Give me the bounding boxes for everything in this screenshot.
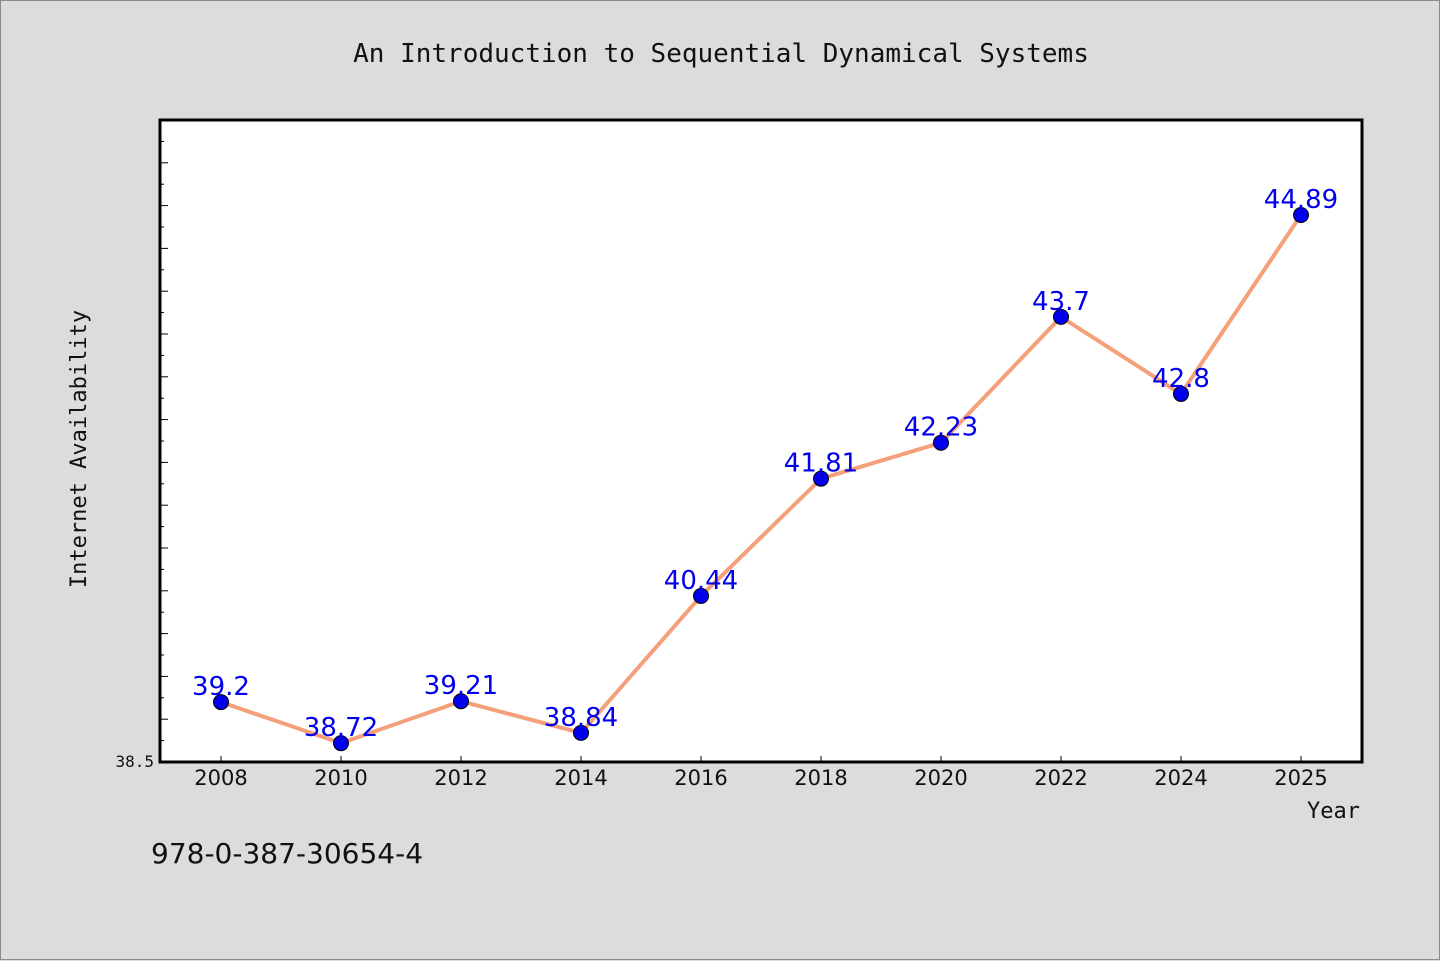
x-tick-label: 2016 <box>674 766 727 790</box>
data-label: 42.8 <box>1152 364 1210 394</box>
data-point <box>693 587 709 604</box>
y-tick-label: 38.5 <box>115 752 154 771</box>
data-label: 39.21 <box>424 671 498 701</box>
x-tick-label: 2020 <box>914 766 967 790</box>
plot-area <box>158 118 1364 764</box>
series-markers <box>213 207 1309 752</box>
x-axis-ticks: 2008 2010 2012 2014 2016 2018 2020 2022 2024 2025 <box>194 756 1328 790</box>
data-label: 40.44 <box>664 566 738 596</box>
x-tick-label: 2024 <box>1154 766 1207 790</box>
data-point <box>453 693 469 710</box>
series-polyline <box>219 213 1303 746</box>
y-axis-ticks: 38.5 <box>115 119 168 771</box>
x-tick-label: 2018 <box>794 766 847 790</box>
x-axis-label: Year <box>1307 799 1360 824</box>
x-tick-label: 2025 <box>1274 766 1327 790</box>
x-tick-label: 2014 <box>554 766 607 790</box>
x-tick-label: 2012 <box>434 766 487 790</box>
data-label: 44.89 <box>1264 185 1338 215</box>
data-point <box>573 724 589 741</box>
series-line <box>219 213 1303 746</box>
data-point <box>933 434 949 451</box>
y-axis-label: Internet Availability <box>67 310 92 588</box>
isbn-footer: 978-0-387-30654-4 <box>151 837 423 870</box>
x-tick-label: 2022 <box>1034 766 1087 790</box>
data-label: 42.23 <box>904 413 978 443</box>
data-point <box>1053 308 1069 325</box>
chart-title: An Introduction to Sequential Dynamical … <box>353 39 1089 69</box>
data-label: 39.2 <box>192 672 250 702</box>
data-point <box>333 735 349 752</box>
data-label: 43.7 <box>1032 287 1090 317</box>
x-tick-label: 2008 <box>194 766 247 790</box>
data-label: 41.81 <box>784 449 858 479</box>
data-label: 38.84 <box>544 703 618 733</box>
x-tick-label: 2010 <box>314 766 367 790</box>
data-label: 38.72 <box>304 713 378 743</box>
data-point <box>813 470 829 487</box>
data-labels: 39.2 38.72 39.21 38.84 40.44 41.81 42.23 43.7 42… <box>192 185 1338 743</box>
data-point <box>213 694 229 711</box>
data-point <box>1293 207 1309 224</box>
data-point <box>1173 385 1189 402</box>
